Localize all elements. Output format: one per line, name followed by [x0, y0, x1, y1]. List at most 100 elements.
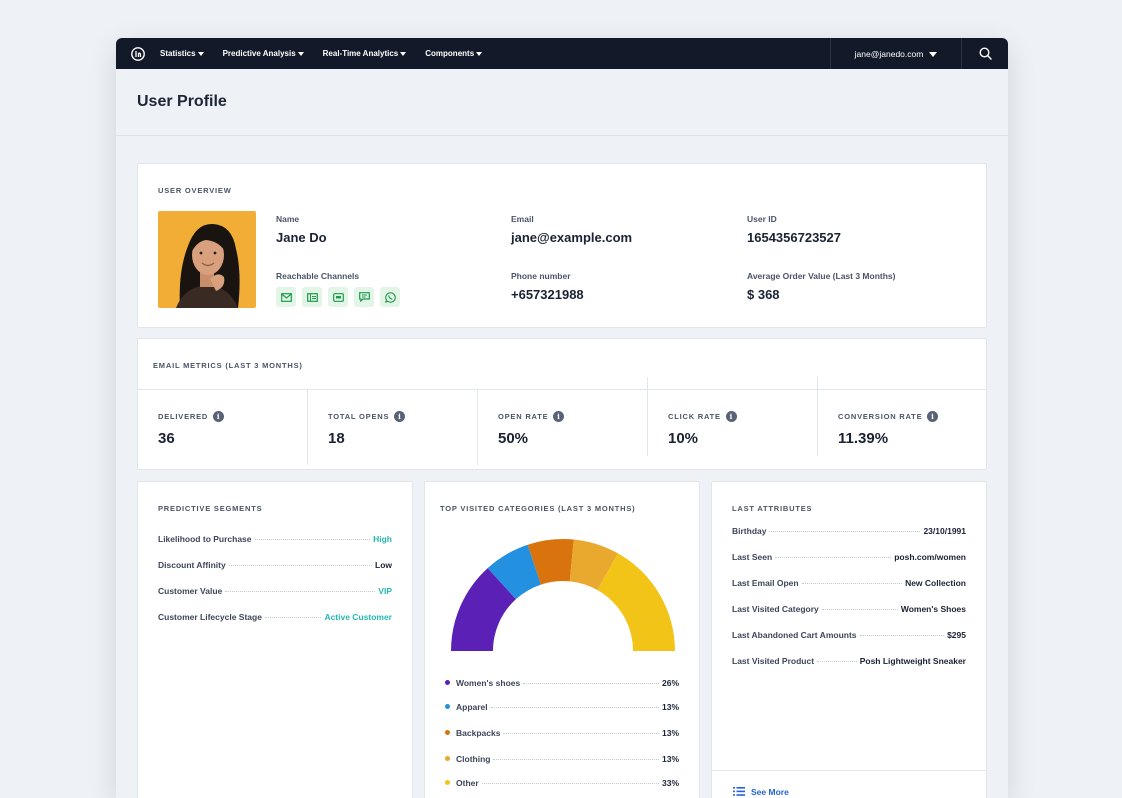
donut-segment [487, 544, 541, 600]
divider [647, 377, 648, 456]
logo-icon[interactable] [116, 38, 160, 69]
item-key: Customer Lifecycle Stage [158, 612, 262, 622]
metric-label: TOTAL OPENS [328, 412, 390, 421]
item-value: Women's Shoes [900, 604, 966, 614]
legend-value: 13% [661, 702, 679, 712]
info-icon[interactable]: i [927, 411, 939, 422]
divider [817, 377, 818, 456]
item-value: VIP [378, 586, 392, 596]
sms-icon[interactable] [354, 287, 374, 307]
metric-label: DELIVERED [158, 412, 209, 421]
list-icon [733, 787, 745, 796]
phone-field: Phone number +657321988 [511, 271, 584, 302]
legend-value: 13% [661, 728, 679, 738]
item-value: $295 [947, 630, 966, 640]
web-push-icon[interactable] [302, 287, 322, 307]
legend-item: Women's shoes 26% [445, 678, 679, 702]
search-icon [978, 47, 992, 60]
divider [477, 389, 478, 465]
mobile-push-icon[interactable] [328, 287, 348, 307]
item-key: Last Visited Product [732, 656, 815, 666]
item-key: Last Abandoned Cart Amounts [732, 630, 857, 640]
list-item: Last Abandoned Cart Amounts $295 [732, 630, 966, 656]
caret-down-icon [197, 52, 204, 56]
item-key: Last Visited Category [732, 604, 819, 614]
legend-item: Apparel 13% [445, 702, 679, 728]
dotted-leader [523, 683, 659, 684]
aov-label: Average Order Value (Last 3 Months) [747, 271, 896, 281]
attribute-list: Birthday 23/10/1991 Last Seen posh.com/wom… [732, 526, 966, 682]
list-item: Likelihood to Purchase High [158, 534, 392, 560]
nav-real-time-analytics[interactable]: Real-Time Analytics [323, 49, 407, 58]
info-icon[interactable]: i [394, 411, 406, 422]
legend-value: 33% [661, 778, 679, 788]
channels-label: Reachable Channels [276, 271, 360, 281]
card-title: USER OVERVIEW [158, 186, 232, 195]
userid-field: User ID 1654356723527 [747, 214, 841, 245]
dotted-leader [225, 591, 376, 592]
aov-value: $ 368 [747, 287, 780, 302]
item-key: Likelihood to Purchase [158, 534, 252, 544]
page-title: User Profile [137, 93, 227, 110]
channel-list [276, 287, 400, 307]
legend-key: Clothing [456, 754, 491, 764]
legend-dot [445, 680, 450, 685]
divider [138, 389, 986, 390]
nav-components[interactable]: Components [425, 49, 483, 58]
dotted-leader [859, 635, 945, 636]
caret-down-icon [400, 52, 407, 56]
whatsapp-icon[interactable] [380, 287, 400, 307]
list-item: Customer Lifecycle Stage Active Customer [158, 612, 392, 638]
dotted-leader [503, 733, 659, 734]
metric-label: OPEN RATE [498, 412, 549, 421]
legend-item: Backpacks 13% [445, 728, 679, 754]
userid-value: 1654356723527 [747, 230, 841, 245]
dotted-leader [490, 707, 659, 708]
segment-list: Likelihood to Purchase High Discount Affi… [158, 534, 392, 638]
legend-key: Backpacks [456, 728, 501, 738]
nav-label: Predictive Analysis [222, 49, 296, 58]
nav-label: Components [425, 49, 475, 58]
item-key: Customer Value [158, 586, 223, 596]
metric-value: 18 [328, 430, 345, 447]
dotted-leader [775, 557, 892, 558]
item-key: Discount Affinity [158, 560, 226, 570]
channels-field: Reachable Channels [276, 271, 400, 307]
mail-icon[interactable] [276, 287, 296, 307]
metric-value: 10% [668, 430, 699, 447]
see-more-button[interactable]: See More [712, 770, 986, 798]
app-window: Statistics Predictive Analysis Real-Time… [116, 38, 1008, 798]
item-value: 23/10/1991 [923, 526, 966, 536]
legend-key: Apparel [456, 702, 488, 712]
metric-delivered: DELIVERED i 36 [138, 389, 308, 471]
donut-segment [451, 568, 516, 651]
legend-dot [445, 756, 450, 761]
dotted-leader [801, 583, 903, 584]
userid-label: User ID [747, 214, 777, 224]
search-button[interactable] [961, 38, 1008, 69]
card-title: PREDICTIVE SEGMENTS [158, 504, 263, 513]
item-value: New Collection [905, 578, 966, 588]
info-icon[interactable]: i [553, 411, 565, 422]
dotted-leader [264, 617, 322, 618]
name-value: Jane Do [276, 230, 327, 245]
donut-segment [527, 539, 574, 585]
nav-predictive-analysis[interactable]: Predictive Analysis [223, 49, 304, 58]
metric-open-rate: OPEN RATE i 50% [478, 389, 648, 471]
metric-label: CLICK RATE [668, 412, 721, 421]
list-item: Last Seen posh.com/women [732, 552, 966, 578]
phone-label: Phone number [511, 271, 571, 281]
item-value: Active Customer [324, 612, 392, 622]
top-navigation: Statistics Predictive Analysis Real-Time… [116, 38, 1008, 69]
list-item: Last Email Open New Collection [732, 578, 966, 604]
user-overview-card: USER OVERVIEW Name Jane Do Email jane@ex… [137, 163, 987, 328]
list-item: Last Visited Product Posh Lightweight Sne… [732, 656, 966, 682]
name-field: Name Jane Do [276, 214, 327, 245]
card-title: TOP VISITED CATEGORIES (LAST 3 MONTHS) [440, 504, 636, 513]
nav-statistics[interactable]: Statistics [160, 49, 204, 58]
info-icon[interactable]: i [725, 411, 737, 422]
predictive-segments-card: PREDICTIVE SEGMENTS Likelihood to Purcha… [137, 481, 413, 798]
user-menu[interactable]: jane@janedo.com [830, 38, 961, 69]
info-icon[interactable]: i [213, 411, 225, 422]
user-email: jane@janedo.com [854, 48, 924, 59]
